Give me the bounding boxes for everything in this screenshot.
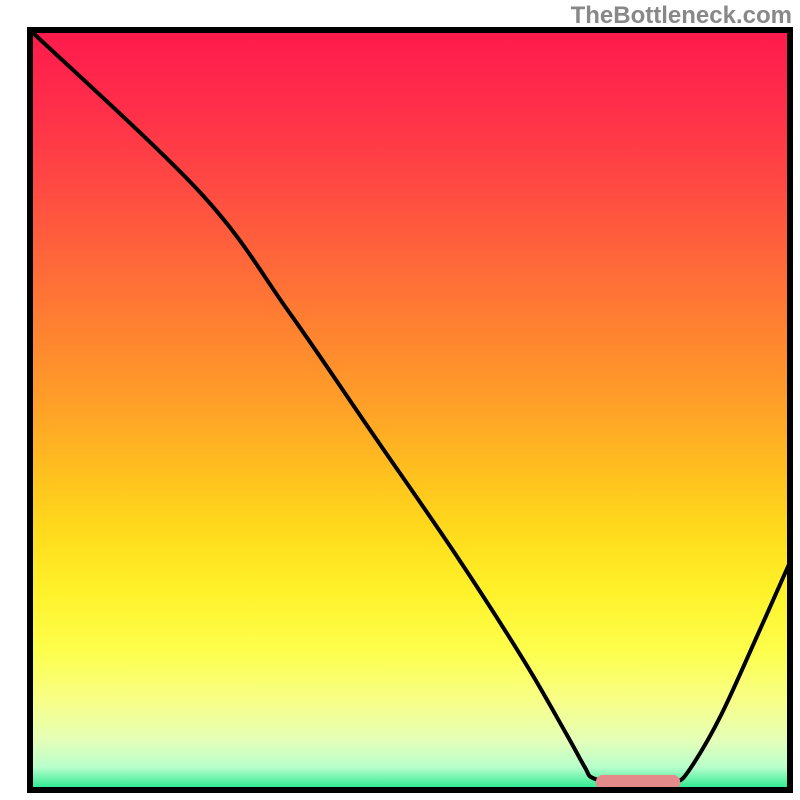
chart-svg (0, 0, 800, 800)
watermark-text: TheBottleneck.com (571, 2, 792, 30)
bottleneck-chart: TheBottleneck.com (0, 0, 800, 800)
plot-background (30, 30, 790, 790)
